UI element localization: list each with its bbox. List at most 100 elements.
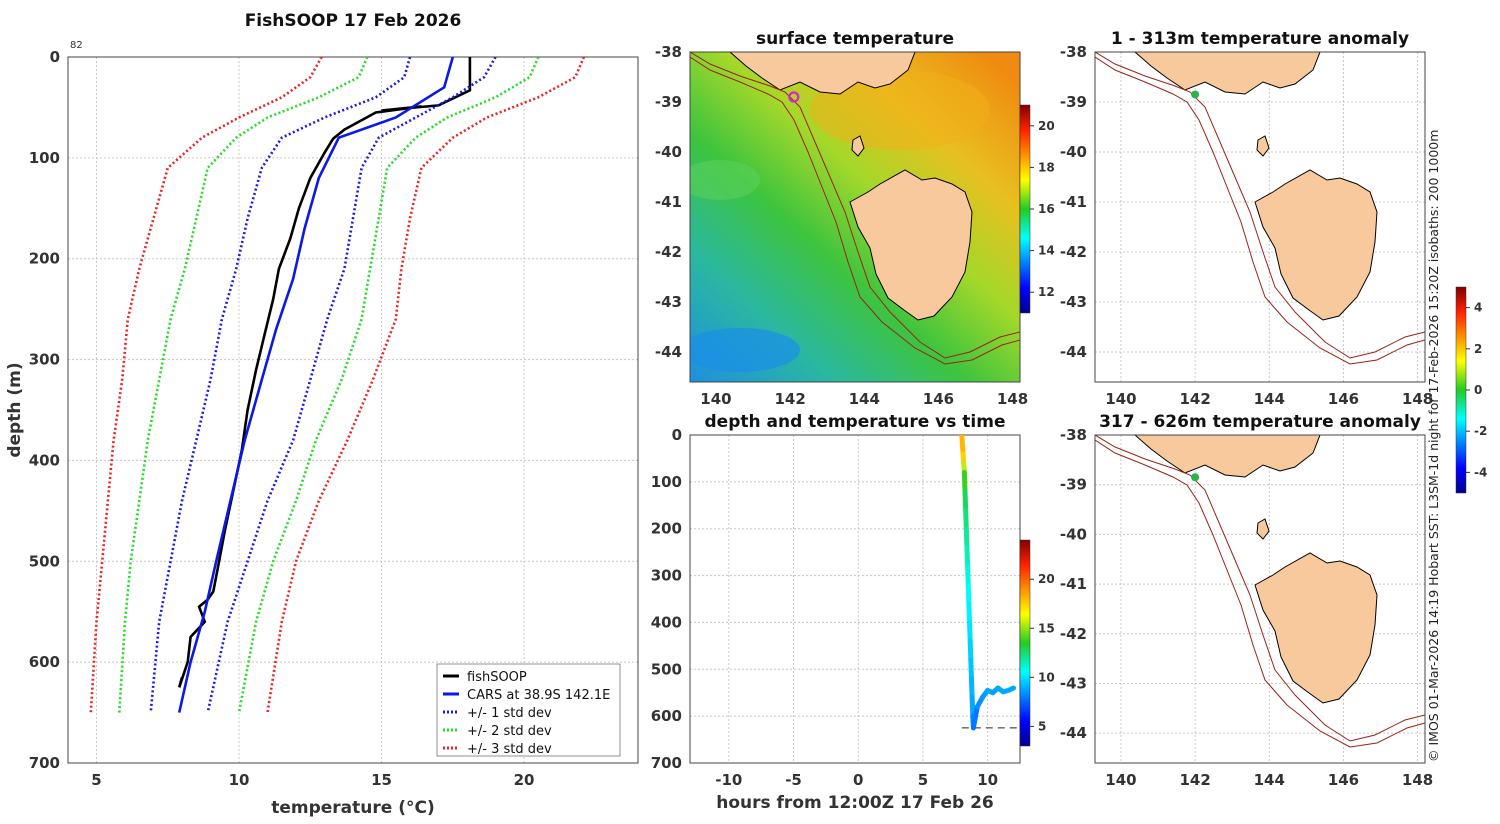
map-ytick-label: -39 — [1060, 93, 1087, 111]
colorbar-tick-label: -2 — [1474, 424, 1487, 438]
time-ytick-label: 200 — [651, 520, 682, 538]
time-track-segment — [967, 638, 974, 663]
anomaly-lower-axes-box — [1094, 434, 1426, 764]
time-ytick-label: 0 — [672, 426, 682, 444]
anomaly-lower-marker — [1191, 473, 1200, 482]
colorbar-tick-label: -4 — [1474, 465, 1487, 479]
colorbar-tick-label: 14 — [1038, 244, 1055, 258]
profile-ylabel: depth (m) — [5, 362, 25, 457]
map-ytick-label: -42 — [1060, 243, 1087, 261]
anomaly-map-upper: 1 - 313m temperature anomaly 140 142 144 14… — [1060, 29, 1487, 494]
colorbar-tick-label: 0 — [1474, 383, 1482, 397]
profile-legend: fishSOOP CARS at 38.9S 142.1E +/- 1 std de… — [436, 663, 621, 757]
profile-xtick-label: 15 — [371, 771, 392, 789]
profile-ytick-label: 100 — [29, 149, 60, 167]
profile-std-upper — [266, 57, 586, 713]
colorbar-tick-label: 10 — [1038, 670, 1055, 684]
time-track-segment — [1005, 685, 1017, 693]
time-title: depth and temperature vs time — [705, 412, 1006, 432]
anomaly-upper-title: 1 - 313m temperature anomaly — [1111, 29, 1409, 49]
sst-colorbar — [1019, 104, 1031, 314]
profile-std-lower — [118, 57, 369, 713]
time-colorbar — [1019, 539, 1031, 747]
time-track-segment — [968, 657, 974, 682]
colorbar-tick-label: 20 — [1038, 572, 1055, 586]
profile-ytick-label: 300 — [29, 351, 60, 369]
map-ytick-label: -38 — [1060, 426, 1087, 444]
colorbar-tick-label: 15 — [1038, 621, 1055, 635]
time-colorbar-ticks: 5 10 15 20 — [1030, 572, 1055, 733]
profile-std-lower — [89, 57, 323, 713]
anomaly-upper-ticks: 140 142 144 146 148 -38 -39 -40 -41 -42 -43 -44 — [1060, 43, 1433, 408]
sidebar-note: © IMOS 01-Mar-2026 14:19 Hobart SST: L3S… — [1426, 130, 1441, 762]
profile-ytick-label: 200 — [29, 250, 60, 268]
map-ytick-label: -38 — [1060, 43, 1087, 61]
map-ytick-label: -44 — [655, 343, 682, 361]
anomaly-upper-marker — [1191, 90, 1200, 99]
profile-ytick-label: 500 — [29, 552, 60, 570]
time-track-segment — [963, 526, 970, 550]
map-ytick-label: -43 — [1060, 674, 1087, 692]
location-dot — [1191, 90, 1200, 99]
map-xtick-label: 140 — [1105, 771, 1136, 789]
time-ytick-label: 500 — [651, 660, 682, 678]
profile-xlabel: temperature (°C) — [271, 798, 435, 818]
sst-cool-patch — [690, 328, 800, 372]
map-ytick-label: -40 — [655, 143, 682, 161]
profile-ytick-label: 400 — [29, 451, 60, 469]
sst-map: surface temperature 140 142 144 146 148 -38 -3… — [655, 29, 1055, 408]
anomaly-colorbar — [1455, 286, 1467, 494]
map-xtick-label: 146 — [1328, 390, 1359, 408]
map-xtick-label: 140 — [1105, 390, 1136, 408]
time-ytick-label: 400 — [651, 613, 682, 631]
time-track-segment — [966, 601, 973, 625]
time-series-group — [959, 435, 1020, 731]
colorbar-tick-label: 5 — [1038, 719, 1046, 733]
map-xtick-label: 144 — [849, 390, 880, 408]
profile-chart: FishSOOP 17 Feb 2026 82 5 10 15 20010020030… — [5, 11, 639, 818]
map-xtick-label: 142 — [1179, 390, 1210, 408]
time-xtick-label: 10 — [977, 771, 998, 789]
map-ytick-label: -42 — [655, 243, 682, 261]
profile-series-line — [177, 57, 472, 688]
profile-grid — [68, 56, 638, 764]
anomaly-colorbar-ticks: -4 -2 0 2 4 — [1466, 301, 1487, 479]
time-xtick-label: 5 — [918, 771, 928, 789]
map-xtick-label: 148 — [1402, 390, 1433, 408]
map-xtick-label: 148 — [997, 390, 1028, 408]
sst-eddy — [690, 160, 760, 200]
time-track-segment — [965, 563, 971, 588]
profile-series-group — [89, 57, 586, 713]
profile-axes-box — [67, 56, 639, 764]
map-xtick-label: 146 — [1328, 771, 1359, 789]
map-xtick-label: 142 — [774, 390, 805, 408]
legend-box — [436, 663, 621, 757]
time-ytick-label: 600 — [651, 707, 682, 725]
map-xtick-label: 142 — [1179, 771, 1210, 789]
sst-colorbar-ticks: 12 14 16 18 20 — [1030, 119, 1055, 299]
map-ytick-label: -41 — [1060, 575, 1087, 593]
colorbar-tick-label: 4 — [1474, 301, 1482, 315]
map-ytick-label: -41 — [1060, 193, 1087, 211]
map-xtick-label: 146 — [923, 390, 954, 408]
map-xtick-label: 148 — [1402, 771, 1433, 789]
map-ytick-label: -39 — [655, 93, 682, 111]
legend-label: +/- 3 std dev — [467, 742, 552, 757]
time-track-segment — [970, 704, 980, 731]
map-ytick-label: -40 — [1060, 525, 1087, 543]
location-ring — [788, 91, 800, 103]
time-ytick-label: 100 — [651, 473, 682, 491]
profile-ytick-label: 700 — [29, 754, 60, 772]
profile-std-upper — [206, 57, 497, 713]
colorbar-tick-label: 16 — [1038, 202, 1055, 216]
time-track-segment — [962, 488, 969, 513]
map-ytick-label: -43 — [1060, 293, 1087, 311]
time-track-segment — [967, 619, 973, 644]
anomaly-lower-title: 317 - 626m temperature anomaly — [1099, 412, 1421, 432]
profile-corner-note: 82 — [70, 40, 83, 51]
sst-title: surface temperature — [756, 29, 954, 49]
profile-xtick-label: 10 — [229, 771, 250, 789]
